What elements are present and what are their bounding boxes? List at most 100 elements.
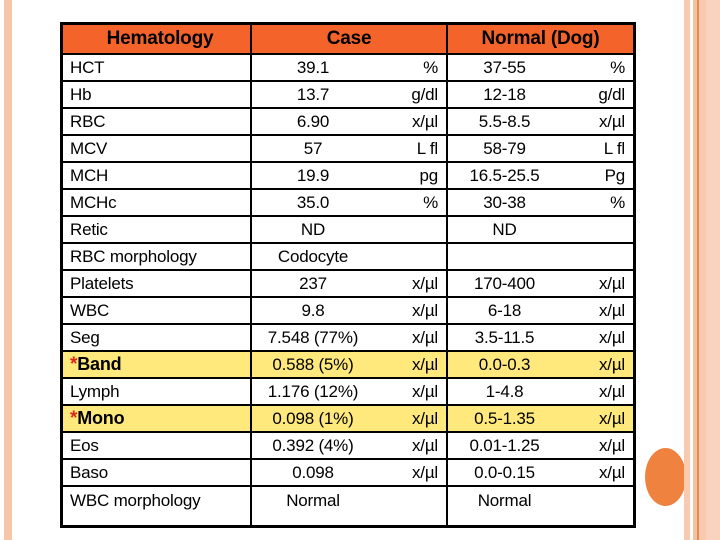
parameter-name: Eos bbox=[70, 435, 99, 455]
parameter-label: Platelets bbox=[63, 271, 252, 296]
parameter-label: MCH bbox=[63, 163, 252, 188]
parameter-label: Baso bbox=[63, 460, 252, 485]
case-cell: 35.0% bbox=[252, 190, 448, 215]
case-cell: 19.9 pg bbox=[252, 163, 448, 188]
parameter-label: RBC bbox=[63, 109, 252, 134]
normal-value: 12-18 bbox=[483, 84, 526, 104]
parameter-label: Lymph bbox=[63, 379, 252, 404]
case-unit: x/µl bbox=[412, 300, 438, 320]
right-edge-stripe-2 bbox=[693, 0, 697, 540]
parameter-label: WBC bbox=[63, 298, 252, 323]
parameter-label: Hb bbox=[63, 82, 252, 107]
case-value: 0.098 (1%) bbox=[272, 408, 354, 428]
abnormal-asterisk: * bbox=[70, 408, 78, 429]
normal-unit: Pg bbox=[604, 165, 626, 185]
parameter-label: Seg bbox=[63, 325, 252, 350]
orange-circle-decoration bbox=[645, 448, 686, 506]
table-row: WBC 9.8 x/µl 6-18 x/µl bbox=[63, 296, 633, 323]
case-cell: Normal bbox=[252, 487, 448, 525]
table-row: Platelets 237 x/µl 170-400 x/µl bbox=[63, 269, 633, 296]
normal-cell bbox=[448, 244, 633, 269]
parameter-name: Baso bbox=[70, 462, 108, 482]
parameter-name: Mono bbox=[77, 408, 125, 428]
case-value: ND bbox=[300, 219, 326, 239]
normal-cell: 58-79 L fl bbox=[448, 136, 633, 161]
normal-cell: 1-4.8 x/µl bbox=[448, 379, 633, 404]
normal-cell: 0.5-1.35 x/µl bbox=[448, 406, 633, 431]
header-hematology: Hematology bbox=[63, 25, 252, 53]
parameter-name: Seg bbox=[70, 327, 100, 347]
case-value: 9.8 bbox=[301, 300, 325, 320]
parameter-name: Platelets bbox=[70, 273, 134, 293]
table-row: MCV 57 L fl 58-79 L fl bbox=[63, 134, 633, 161]
table-row: RBC 6.90 x/µl 5.5-8.5 x/µl bbox=[63, 107, 633, 134]
case-unit: g/dl bbox=[411, 84, 438, 104]
case-cell: ND bbox=[252, 217, 448, 242]
normal-value: 37-55 bbox=[483, 57, 526, 77]
table-row: WBC morphology Normal Normal bbox=[63, 485, 633, 525]
normal-cell: Normal bbox=[448, 487, 633, 525]
parameter-name: HCT bbox=[70, 57, 105, 77]
normal-value: 1-4.8 bbox=[485, 381, 524, 401]
normal-cell: 0.0-0.15 x/µl bbox=[448, 460, 633, 485]
case-cell: 39.1% bbox=[252, 55, 448, 80]
right-edge-stripe-1 bbox=[684, 0, 690, 540]
table-row: Lymph 1.176 (12%) x/µl 1-4.8 x/µl bbox=[63, 377, 633, 404]
case-unit: L fl bbox=[416, 138, 438, 158]
table-row: * Band 0.588 (5%) x/µl 0.0-0.3 x/µl bbox=[63, 350, 633, 377]
case-cell: Codocyte bbox=[252, 244, 448, 269]
case-unit: pg bbox=[419, 165, 438, 185]
normal-value: 6-18 bbox=[487, 300, 522, 320]
case-cell: 0.588 (5%) x/µl bbox=[252, 352, 448, 377]
parameter-name: WBC morphology bbox=[70, 491, 201, 510]
case-value: 35.0 bbox=[296, 192, 330, 212]
parameter-label: RBC morphology bbox=[63, 244, 252, 269]
parameter-label: Retic bbox=[63, 217, 252, 242]
normal-cell: 37-55% bbox=[448, 55, 633, 80]
case-cell: 6.90 x/µl bbox=[252, 109, 448, 134]
case-unit: % bbox=[423, 57, 438, 77]
normal-value: 58-79 bbox=[483, 138, 526, 158]
normal-unit: x/µl bbox=[599, 327, 625, 347]
normal-value: 170-400 bbox=[474, 273, 535, 293]
normal-unit: g/dl bbox=[598, 84, 625, 104]
table-row: Seg 7.548 (77%) x/µl 3.5-11.5 x/µl bbox=[63, 323, 633, 350]
case-unit: x/µl bbox=[412, 381, 438, 401]
parameter-name: Lymph bbox=[70, 381, 120, 401]
case-cell: 0.392 (4%) x/µl bbox=[252, 433, 448, 458]
parameter-label: * Mono bbox=[63, 406, 252, 431]
case-value: 0.588 (5%) bbox=[272, 354, 354, 374]
normal-value: 0.01-1.25 bbox=[469, 435, 540, 455]
left-edge-stripe bbox=[4, 0, 12, 540]
parameter-label: MCV bbox=[63, 136, 252, 161]
table-row: Eos 0.392 (4%) x/µl 0.01-1.25 x/µl bbox=[63, 431, 633, 458]
normal-unit: x/µl bbox=[599, 300, 625, 320]
case-value: 0.392 (4%) bbox=[272, 435, 354, 455]
case-cell: 9.8 x/µl bbox=[252, 298, 448, 323]
table-row: Retic ND ND bbox=[63, 215, 633, 242]
parameter-label: Eos bbox=[63, 433, 252, 458]
normal-unit: x/µl bbox=[599, 381, 625, 401]
right-edge-stripe-3 bbox=[699, 0, 706, 540]
table-row: Hb 13.7 g/dl 12-18 g/dl bbox=[63, 80, 633, 107]
case-cell: 237 x/µl bbox=[252, 271, 448, 296]
normal-cell: 5.5-8.5 x/µl bbox=[448, 109, 633, 134]
parameter-name: Band bbox=[77, 354, 122, 374]
parameter-label: * Band bbox=[63, 352, 252, 377]
case-unit: x/µl bbox=[412, 408, 438, 428]
case-cell: 57 L fl bbox=[252, 136, 448, 161]
case-cell: 13.7 g/dl bbox=[252, 82, 448, 107]
right-edge-stripe-accent bbox=[697, 0, 699, 540]
parameter-name: RBC bbox=[70, 111, 106, 131]
normal-cell: 0.0-0.3 x/µl bbox=[448, 352, 633, 377]
parameter-name: Retic bbox=[70, 219, 108, 239]
normal-cell: 0.01-1.25 x/µl bbox=[448, 433, 633, 458]
normal-cell: 170-400 x/µl bbox=[448, 271, 633, 296]
normal-value: 30-38 bbox=[483, 192, 526, 212]
case-cell: 7.548 (77%) x/µl bbox=[252, 325, 448, 350]
hematology-table: Hematology Case Normal (Dog) HCT 39.1% 37-… bbox=[60, 22, 636, 528]
parameter-name: Hb bbox=[70, 84, 92, 104]
normal-unit: x/µl bbox=[599, 435, 625, 455]
case-value: 13.7 bbox=[296, 84, 330, 104]
table-row: * Mono 0.098 (1%) x/µl 0.5-1.35 x/µl bbox=[63, 404, 633, 431]
